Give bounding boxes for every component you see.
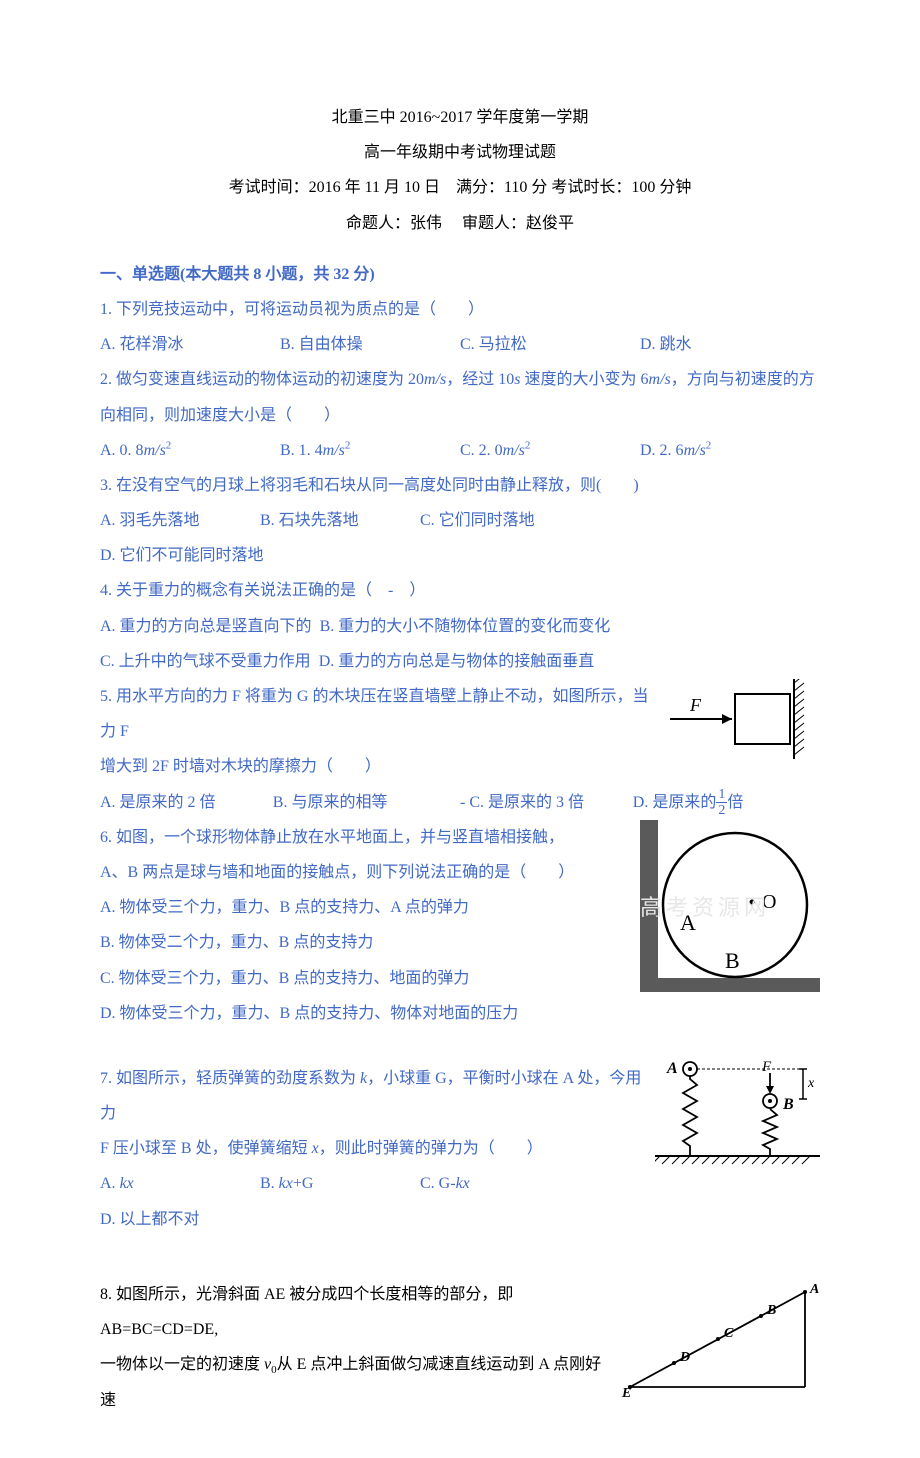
q2-d-unit: m/s bbox=[684, 442, 706, 459]
q6-opt-d: D. 物体受三个力，重力、B 点的支持力、物体对地面的压力 bbox=[100, 996, 820, 1031]
header-line-2: 高一年级期中考试物理试题 bbox=[100, 135, 820, 170]
q2-b-pre: B. 1. 4 bbox=[280, 442, 323, 459]
q7-stem-1: 7. 如图所示，轻质弹簧的劲度系数为 k，小球重 G，平衡时小球在 A 处，今用… bbox=[100, 1061, 820, 1131]
q5-options: A. 是原来的 2 倍 B. 与原来的相等 ‐ C. 是原来的 3 倍 D. 是… bbox=[100, 785, 820, 820]
q7-s1a: 7. 如图所示，轻质弹簧的劲度系数为 bbox=[100, 1070, 360, 1087]
q1-opt-c: C. 马拉松 bbox=[460, 327, 640, 362]
q3-opt-b: B. 石块先落地 bbox=[260, 503, 420, 538]
q3-opt-d: D. 它们不可能同时落地 bbox=[100, 538, 330, 573]
q7-s2b: ，则此时弹簧的弹力为（ ） bbox=[319, 1140, 543, 1157]
q8-fig-E: E bbox=[621, 1386, 631, 1397]
q2-a-pre: A. 0. 8 bbox=[100, 442, 144, 459]
q7-c-val: kx bbox=[456, 1175, 470, 1192]
q5-block: F 5. 用水平方向的力 F 将重为 G 的木块压在竖直墙壁上静止不动，如图所示… bbox=[100, 679, 820, 820]
q1-stem: 1. 下列竞技运动中，可将运动员视为质点的是（ ） bbox=[100, 292, 820, 327]
q2-a-sup: 2 bbox=[166, 439, 172, 451]
q7-a-val: kx bbox=[120, 1175, 134, 1192]
q2-stem-c: 速度的大小变为 6 bbox=[521, 371, 649, 388]
q2-stem-a: 2. 做匀变速直线运动的物体运动的初速度为 20 bbox=[100, 371, 424, 388]
q7-s2a: F 压小球至 B 处，使弹簧缩短 bbox=[100, 1140, 312, 1157]
q4-opt-b: B. 重力的大小不随物体位置的变化而变化 bbox=[320, 618, 611, 635]
q6-stem-2: A、B 两点是球与墙和地面的接触点，则下列说法正确的是（ ） bbox=[100, 855, 820, 890]
q6-opt-b: B. 物体受二个力，重力、B 点的支持力 bbox=[100, 925, 820, 960]
q2-stem: 2. 做匀变速直线运动的物体运动的初速度为 20m/s，经过 10s 速度的大小… bbox=[100, 362, 820, 432]
q5-stem-2: 增大到 2F 时墙对木块的摩擦力（ ） bbox=[100, 749, 820, 784]
q4-row1: A. 重力的方向总是竖直向下的 B. 重力的大小不随物体位置的变化而变化 bbox=[100, 609, 820, 644]
section-1-title: 一、单选题(本大题共 8 小题，共 32 分) bbox=[100, 257, 820, 292]
q7-options: A. kx B. kx+G C. G-kx D. 以上都不对 bbox=[100, 1166, 647, 1236]
q5-opt-c: ‐ C. 是原来的 3 倍 bbox=[460, 785, 633, 820]
q2-opt-a: A. 0. 8m/s2 bbox=[100, 433, 280, 468]
q7-opt-c: C. G-kx bbox=[420, 1166, 580, 1201]
q2-options: A. 0. 8m/s2 B. 1. 4m/s2 C. 2. 0m/s2 D. 2… bbox=[100, 433, 820, 468]
q2-d-pre: D. 2. 6 bbox=[640, 442, 684, 459]
q7-b-pre: B. bbox=[260, 1175, 279, 1192]
q6-stem-1: 6. 如图，一个球形物体静止放在水平地面上，并与竖直墙相接触， bbox=[100, 820, 820, 855]
q2-stem-b: ，经过 10 bbox=[446, 371, 514, 388]
q7-b-val: kx bbox=[279, 1175, 293, 1192]
q7-stem-2: F 压小球至 B 处，使弹簧缩短 x，则此时弹簧的弹力为（ ） bbox=[100, 1131, 820, 1166]
q4-opt-c: C. 上升中的气球不受重力作用 bbox=[100, 653, 311, 670]
q6-opt-c: C. 物体受三个力，重力、B 点的支持力、地面的弹力 bbox=[100, 961, 820, 996]
q3-opt-a: A. 羽毛先落地 bbox=[100, 503, 260, 538]
q5-d-frac: 12 bbox=[716, 787, 727, 819]
q5-opt-d: D. 是原来的12倍 bbox=[633, 785, 820, 820]
q4-row2: C. 上升中的气球不受重力作用 D. 重力的方向总是与物体的接触面垂直 bbox=[100, 644, 820, 679]
q2-b-unit: m/s bbox=[323, 442, 345, 459]
header-line-1: 北重三中 2016~2017 学年度第一学期 bbox=[100, 100, 820, 135]
q1-opt-a: A. 花样滑冰 bbox=[100, 327, 280, 362]
q8-block: A B C D E 8. 如图所示，光滑斜面 AE 被分成四个长度相等的部分，即… bbox=[100, 1277, 820, 1418]
header-line-3: 考试时间：2016 年 11 月 10 日 满分：110 分 考试时长：100 … bbox=[100, 170, 820, 205]
q7-block: A B F x 7. 如图所示，轻质弹簧的劲度系数为 k，小球重 G，平衡时小球… bbox=[100, 1061, 820, 1237]
q1-opt-d: D. 跳水 bbox=[640, 327, 820, 362]
q5-opt-b: B. 与原来的相等 bbox=[273, 785, 460, 820]
q2-opt-c: C. 2. 0m/s2 bbox=[460, 433, 640, 468]
q3-opt-c: C. 它们同时落地 bbox=[420, 503, 593, 538]
q7-a-pre: A. bbox=[100, 1175, 120, 1192]
q6-block: O A B 6. 如图，一个球形物体静止放在水平地面上，并与竖直墙相接触， A、… bbox=[100, 820, 820, 1031]
q5-d-pre: D. 是原来的 bbox=[633, 794, 717, 811]
q4-stem: 4. 关于重力的概念有关说法正确的是（ ‐ ） bbox=[100, 573, 820, 608]
q7-c-pre: C. G- bbox=[420, 1175, 456, 1192]
q7-x: x bbox=[312, 1140, 319, 1157]
q1-options: A. 花样滑冰 B. 自由体操 C. 马拉松 D. 跳水 bbox=[100, 327, 820, 362]
q2-unit-3: m/s bbox=[649, 371, 671, 388]
q8-fig-C: C bbox=[724, 1326, 734, 1341]
q2-c-sup: 2 bbox=[525, 439, 531, 451]
q2-c-pre: C. 2. 0 bbox=[460, 442, 503, 459]
q1-opt-b: B. 自由体操 bbox=[280, 327, 460, 362]
q5-d-den: 2 bbox=[716, 803, 727, 818]
watermark: 高考资源网 bbox=[640, 890, 770, 922]
q2-opt-d: D. 2. 6m/s2 bbox=[640, 433, 820, 468]
q8-fig-A: A bbox=[809, 1282, 819, 1297]
q5-stem-1: 5. 用水平方向的力 F 将重为 G 的木块压在竖直墙壁上静止不动，如图所示，当… bbox=[100, 679, 820, 749]
q8-l2a: 一物体以一定的初速度 bbox=[100, 1356, 264, 1373]
q5-d-num: 1 bbox=[716, 787, 727, 803]
q2-b-sup: 2 bbox=[345, 439, 351, 451]
q7-opt-d: D. 以上都不对 bbox=[100, 1202, 260, 1237]
q5-d-post: 倍 bbox=[727, 794, 743, 811]
q2-unit-1: m/s bbox=[424, 371, 446, 388]
q2-d-sup: 2 bbox=[706, 439, 712, 451]
q8-fig-B: B bbox=[766, 1303, 776, 1318]
q3-stem: 3. 在没有空气的月球上将羽毛和石块从同一高度处同时由静止释放，则( ) bbox=[100, 468, 820, 503]
q3-options: A. 羽毛先落地 B. 石块先落地 C. 它们同时落地 D. 它们不可能同时落地 bbox=[100, 503, 820, 573]
q2-c-unit: m/s bbox=[503, 442, 525, 459]
q2-a-unit: m/s bbox=[144, 442, 166, 459]
q8-figure: A B C D E bbox=[620, 1277, 820, 1397]
q7-opt-a: A. kx bbox=[100, 1166, 260, 1201]
q5-opt-a: A. 是原来的 2 倍 bbox=[100, 785, 273, 820]
q8-v: v bbox=[264, 1356, 271, 1373]
header-line-4: 命题人：张伟 审题人：赵俊平 bbox=[100, 206, 820, 241]
q4-opt-d: D. 重力的方向总是与物体的接触面垂直 bbox=[319, 653, 595, 670]
q2-opt-b: B. 1. 4m/s2 bbox=[280, 433, 460, 468]
q7-b-post: +G bbox=[293, 1175, 314, 1192]
q8-fig-D: D bbox=[679, 1350, 690, 1365]
q7-opt-b: B. kx+G bbox=[260, 1166, 420, 1201]
q4-opt-a: A. 重力的方向总是竖直向下的 bbox=[100, 618, 312, 635]
